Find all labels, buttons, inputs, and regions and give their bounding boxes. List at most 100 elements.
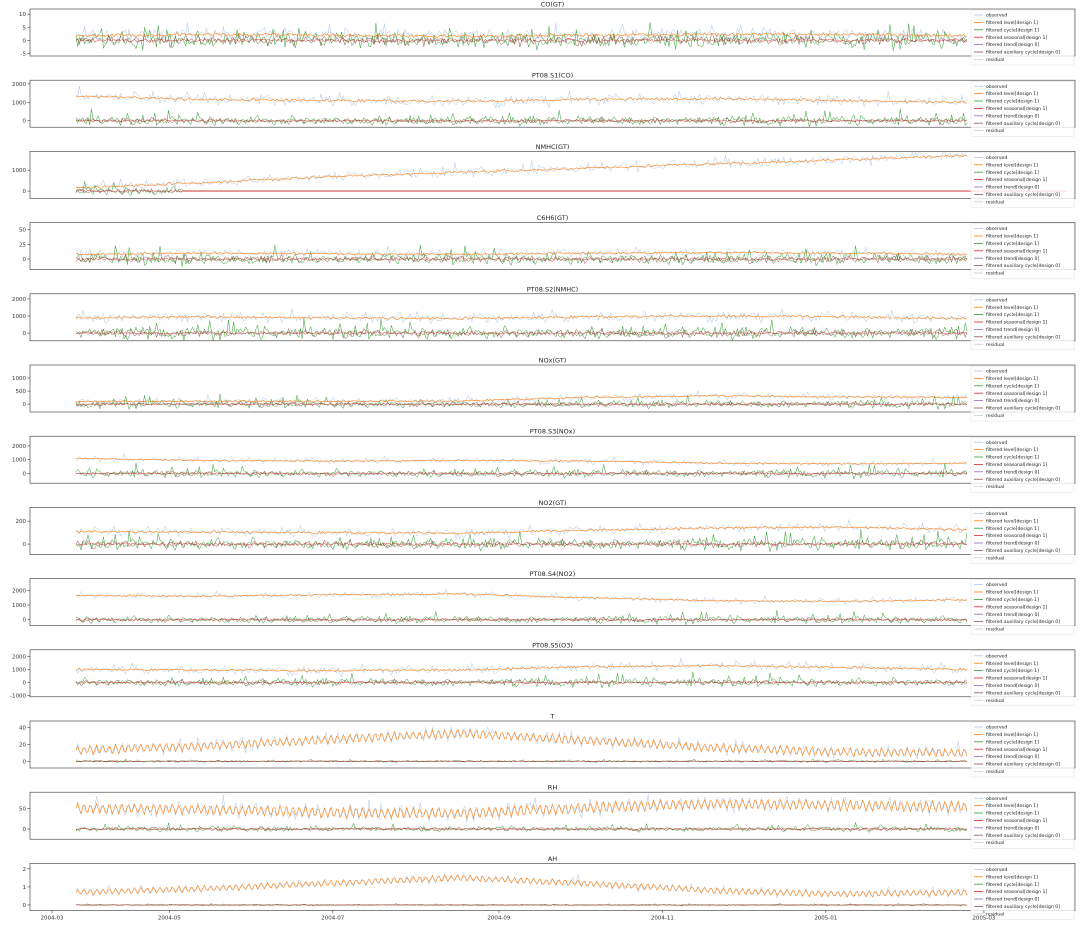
y-tick-label: 0 [23, 189, 27, 195]
legend-box [970, 365, 1075, 422]
legend-box [970, 152, 1075, 208]
y-tick-label: 2000 [12, 654, 26, 660]
y-tick-label: 0 [23, 38, 27, 44]
axes-frame [29, 507, 1076, 555]
series-level [75, 314, 968, 321]
legend-label: filtered trend[design 0] [986, 683, 1039, 689]
legend-label: residual [986, 128, 1004, 134]
x-tick-label: 2004-11 [651, 915, 674, 921]
panel-pt08-s2-nmhc-: PT08.S2(NMHC) 0 1000 2000 observed filtered l… [12, 285, 1076, 350]
legend-label: filtered trend[design 0] [986, 754, 1039, 760]
legend-label: filtered trend[design 0] [986, 185, 1039, 191]
series-auxiliary-cycle [75, 115, 968, 126]
y-tick-label: 5 [23, 25, 27, 31]
legend-box [970, 579, 1075, 635]
series-auxiliary-cycle [75, 327, 968, 339]
legend-box [970, 9, 1075, 66]
series-level [75, 394, 968, 403]
legend-label: filtered auxiliary cycle[design 0] [986, 406, 1060, 412]
panel-title: NOx(GT) [539, 357, 567, 365]
series-observed [75, 245, 968, 260]
series-auxiliary-cycle [75, 32, 968, 49]
legend-label: filtered level[design 1] [986, 20, 1038, 26]
x-tick-label: 2004-05 [158, 915, 181, 921]
legend-box [970, 864, 1075, 920]
legend-box [970, 721, 1075, 778]
series-observed [75, 519, 968, 540]
y-tick-label: 50 [19, 228, 26, 234]
legend-label: residual [986, 911, 1004, 917]
y-tick-label: 0 [23, 759, 27, 765]
legend-label: filtered cycle[design 1] [986, 882, 1039, 888]
legend-label: residual [986, 342, 1004, 348]
legend-label: filtered seasonal[design 1] [986, 391, 1047, 397]
series-auxiliary-cycle [75, 253, 968, 265]
legend-label: filtered level[design 1] [986, 732, 1038, 738]
legend-label: filtered cycle[design 1] [986, 170, 1039, 176]
series-cycle [75, 529, 968, 552]
y-tick-label: 0 [23, 542, 27, 548]
y-tick-label: 1000 [12, 603, 26, 609]
series-observed [75, 86, 968, 110]
series-auxiliary-cycle [76, 760, 968, 763]
legend-label: filtered trend[design 0] [986, 541, 1039, 547]
panel-title: PT08.S2(NMHC) [527, 285, 578, 293]
series-auxiliary-cycle [75, 826, 968, 832]
y-tick-label: -1000 [10, 693, 26, 699]
axes-frame [29, 222, 1076, 270]
y-tick-label: 1000 [12, 100, 26, 106]
y-tick-label: 1000 [12, 314, 26, 320]
legend-label: filtered seasonal[design 1] [986, 676, 1047, 682]
series-cycle [75, 393, 968, 411]
x-tick-label: 2004-07 [321, 915, 344, 921]
legend-box [970, 508, 1075, 564]
legend-label: filtered trend[design 0] [986, 612, 1039, 618]
legend-label: filtered cycle[design 1] [986, 811, 1039, 817]
axes-frame [29, 364, 1076, 413]
legend-label: observed [986, 725, 1007, 731]
legend-label: filtered level[design 1] [986, 234, 1038, 240]
legend-label: filtered cycle[design 1] [986, 241, 1039, 247]
series-auxiliary-cycle [75, 399, 967, 408]
legend-label: filtered cycle[design 1] [986, 739, 1039, 745]
series-cycle [75, 108, 968, 128]
y-tick-label: 500 [16, 389, 27, 395]
legend-label: filtered auxiliary cycle[design 0] [986, 334, 1060, 340]
legend-label: filtered level[design 1] [986, 803, 1038, 809]
series-observed [75, 871, 968, 899]
legend-label: filtered seasonal[design 1] [986, 248, 1047, 254]
legend-label: filtered trend[design 0] [986, 256, 1039, 262]
x-tick-label: 2005-03 [972, 915, 995, 921]
legend-label: observed [986, 582, 1007, 588]
y-tick-label: 0 [23, 402, 27, 408]
legend-label: filtered seasonal[design 1] [986, 106, 1047, 112]
panel-title: T [550, 713, 555, 721]
legend-label: filtered auxiliary cycle[design 0] [986, 192, 1060, 198]
legend-label: filtered seasonal[design 1] [986, 320, 1047, 326]
series-cycle [75, 22, 968, 51]
series-observed [75, 453, 968, 468]
series-observed [75, 150, 967, 193]
legend-label: residual [986, 57, 1004, 63]
legend-label: filtered level[design 1] [986, 590, 1038, 596]
legend-label: residual [986, 840, 1004, 846]
axes-frame [29, 791, 1076, 840]
legend-label: observed [986, 155, 1007, 161]
legend-label: residual [986, 769, 1004, 775]
panel-title: C6H6(GT) [537, 214, 569, 222]
legend-label: residual [986, 698, 1004, 704]
series-seasonal [75, 618, 968, 622]
legend-label: filtered seasonal[design 1] [986, 747, 1047, 753]
axes-frame [29, 8, 1076, 57]
legend-label: filtered trend[design 0] [986, 42, 1039, 48]
legend-label: filtered auxiliary cycle[design 0] [986, 548, 1060, 554]
series-level [75, 525, 968, 535]
y-tick-label: 0 [23, 472, 27, 478]
series-seasonal [75, 37, 968, 44]
